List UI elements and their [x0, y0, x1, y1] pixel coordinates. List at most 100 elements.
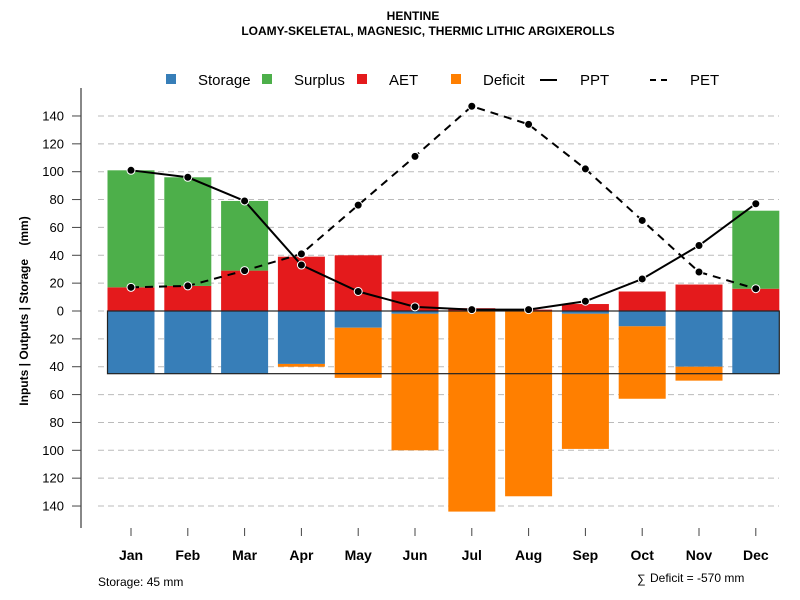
- y-tick-label: 120: [42, 471, 64, 486]
- x-tick-label: Jul: [462, 547, 482, 563]
- legend-swatch-deficit: [451, 74, 461, 84]
- ppt-point: [240, 196, 250, 206]
- ppt-point: [751, 199, 761, 209]
- y-tick-label: 60: [50, 220, 64, 235]
- pet-point: [467, 101, 477, 111]
- y-tick-label: 60: [50, 387, 64, 402]
- bar-storage: [277, 311, 325, 364]
- y-tick-label: 120: [42, 136, 64, 151]
- bar-deficit: [561, 313, 609, 449]
- bar-surplus: [221, 200, 269, 271]
- bars: [107, 170, 780, 512]
- pet-point: [296, 249, 306, 259]
- ppt-point: [353, 286, 363, 296]
- pet-point: [637, 215, 647, 225]
- bar-storage: [675, 311, 723, 367]
- y-tick-label: 20: [50, 276, 64, 291]
- ppt-point: [126, 165, 136, 175]
- bar-aet: [618, 291, 666, 311]
- bar-deficit: [334, 327, 382, 378]
- storage-annotation: Storage: 45 mm: [98, 575, 183, 589]
- ppt-point: [637, 274, 647, 284]
- bar-aet: [107, 287, 155, 311]
- y-tick-label: 40: [50, 248, 64, 263]
- bar-aet: [561, 304, 609, 311]
- x-tick-label: Apr: [289, 547, 314, 563]
- pet-point: [410, 151, 420, 161]
- legend-swatch-aet: [357, 74, 367, 84]
- legend-swatch-storage: [166, 74, 176, 84]
- x-tick-label: Feb: [175, 547, 200, 563]
- x-tick-label: Oct: [631, 547, 655, 563]
- x-tick-label: Dec: [743, 547, 769, 563]
- pet-point: [183, 281, 193, 291]
- ppt-point: [694, 241, 704, 251]
- x-tick-label: Sep: [573, 547, 599, 563]
- ppt-point: [183, 172, 193, 182]
- y-tick-label: 140: [42, 499, 64, 514]
- y-axis-label: Inputs | Outputs | Storage (mm): [17, 216, 31, 405]
- legend-label-aet: AET: [389, 72, 418, 89]
- x-tick-label: Mar: [232, 547, 257, 563]
- deficit-sum-symbol: ∑: [637, 572, 646, 586]
- storage-capacity-box: [106, 310, 780, 375]
- bar-surplus: [164, 177, 212, 286]
- y-tick-label: 100: [42, 443, 64, 458]
- legend-swatch-surplus: [262, 74, 272, 84]
- y-tick-label: 80: [50, 192, 64, 207]
- pet-point: [580, 164, 590, 174]
- pet-line: [130, 105, 757, 290]
- bar-deficit: [618, 326, 666, 399]
- bar-aet: [391, 291, 439, 311]
- y-tick-label: 100: [42, 164, 64, 179]
- pet-point: [126, 282, 136, 292]
- x-tick-label: Jan: [119, 547, 143, 563]
- pet-point: [524, 119, 534, 129]
- bar-storage: [732, 311, 780, 374]
- legend-label-surplus: Surplus: [294, 72, 345, 89]
- ppt-line: [130, 169, 757, 311]
- y-tick-label: 20: [50, 331, 64, 346]
- ppt-point: [524, 305, 534, 315]
- y-tick-label: 0: [57, 304, 64, 319]
- bar-storage: [391, 311, 439, 314]
- x-tick-label: Aug: [515, 547, 542, 563]
- lines: [126, 101, 761, 315]
- x-tick-label: Jun: [403, 547, 428, 563]
- ppt-point: [580, 296, 590, 306]
- bar-surplus: [732, 210, 780, 289]
- legend-label-ppt: PPT: [580, 72, 609, 89]
- ppt-point: [296, 260, 306, 270]
- ppt-point: [410, 302, 420, 312]
- bar-aet: [675, 284, 723, 311]
- x-tick-label: May: [345, 547, 372, 563]
- y-tick-label: 40: [50, 359, 64, 374]
- x-axis: Jan Feb Mar Apr May Jun Jul Aug Sep Oct Nov Dec: [119, 528, 769, 563]
- bar-storage: [107, 311, 155, 374]
- storage-capacity-rect: [106, 310, 780, 375]
- bar-storage: [618, 311, 666, 327]
- pet-point: [751, 284, 761, 294]
- legend: Storage Surplus AET Deficit PPT PET: [166, 72, 719, 89]
- x-tick-label: Nov: [686, 547, 713, 563]
- pet-point: [694, 267, 704, 277]
- bar-deficit: [277, 363, 325, 367]
- pet-point: [353, 200, 363, 210]
- bar-deficit: [505, 311, 553, 497]
- bar-surplus: [107, 170, 155, 288]
- chart-subtitle: LOAMY-SKELETAL, MAGNESIC, THERMIC LITHIC…: [241, 24, 614, 38]
- bar-aet: [221, 270, 269, 311]
- bar-storage: [221, 311, 269, 374]
- y-tick-label: 80: [50, 415, 64, 430]
- bar-aet: [732, 288, 780, 311]
- bar-deficit: [448, 311, 496, 512]
- bar-storage: [164, 311, 212, 374]
- bar-deficit: [391, 313, 439, 451]
- bar-storage: [561, 311, 609, 314]
- chart-title: HENTINE: [387, 9, 440, 23]
- y-tick-label: 140: [42, 108, 64, 123]
- ppt-point: [467, 305, 477, 315]
- bar-storage: [334, 311, 382, 328]
- legend-label-pet: PET: [690, 72, 719, 89]
